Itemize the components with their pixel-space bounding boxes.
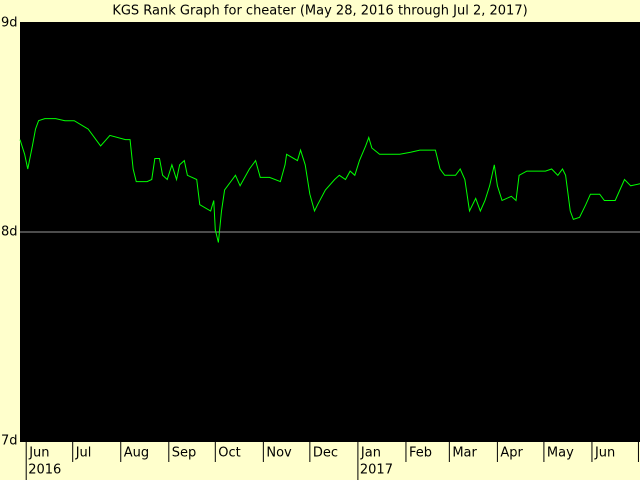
x-tick-label: Jul — [75, 446, 92, 461]
y-tick-label: 8d — [1, 225, 18, 240]
x-tick-label: Jun — [594, 446, 615, 461]
x-tick-label: Aug — [124, 446, 149, 461]
y-tick-label: 7d — [1, 434, 18, 449]
x-tick-label: May — [547, 446, 574, 461]
x-tick-label: Feb — [409, 446, 432, 461]
year-label: 2016 — [28, 463, 61, 478]
y-tick-label: 9d — [1, 16, 18, 31]
x-tick-label: Nov — [266, 446, 292, 461]
x-tick-label: Jan — [360, 446, 381, 461]
x-tick-label: Oct — [218, 446, 240, 461]
year-label: 2017 — [360, 463, 393, 478]
x-tick-label: Sep — [172, 446, 197, 461]
chart-title: KGS Rank Graph for cheater (May 28, 2016… — [112, 4, 527, 19]
rank-line — [19, 118, 640, 243]
x-tick-label: Apr — [500, 446, 523, 461]
x-tick-label: Mar — [452, 446, 477, 461]
x-tick-label: Dec — [313, 446, 338, 461]
x-tick-label: Jun — [28, 446, 49, 461]
